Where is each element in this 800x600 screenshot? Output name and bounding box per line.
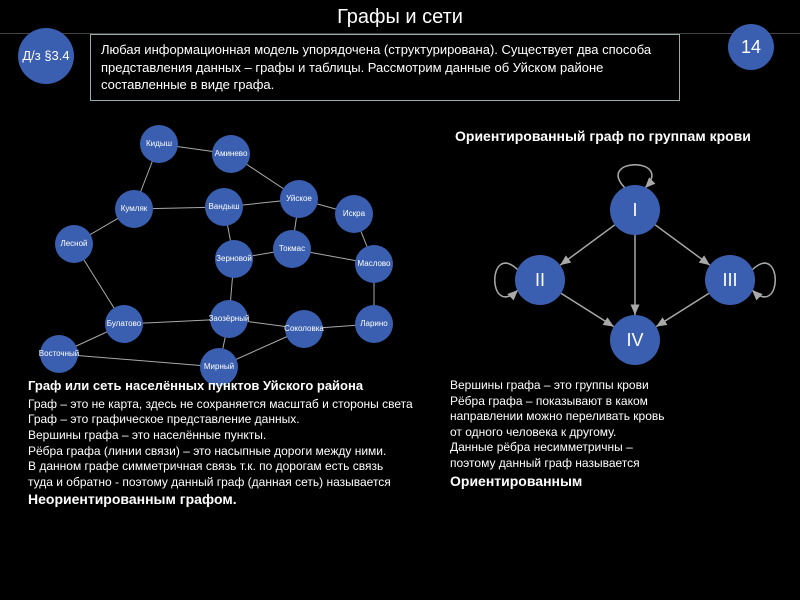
settlement-node: Аминево bbox=[212, 135, 250, 173]
left-heading: Граф или сеть населённых пунктов Уйского… bbox=[28, 378, 438, 395]
settlement-graph: Кидыш Аминево Кумляк Вандыш Уйское Искра Лесно… bbox=[10, 110, 430, 370]
right-line: поэтому данный граф называется bbox=[450, 456, 780, 472]
left-line: В данном графе симметричная связь т.к. п… bbox=[28, 459, 438, 475]
settlement-node: Уйское bbox=[280, 180, 318, 218]
settlement-node: Лесной bbox=[55, 225, 93, 263]
blood-node: III bbox=[705, 255, 755, 305]
left-line: Рёбра графа (линии связи) – это насыпные… bbox=[28, 444, 438, 460]
right-line: Вершины графа – это группы крови bbox=[450, 378, 780, 394]
settlement-node: Зерновой bbox=[215, 240, 253, 278]
right-line: направлении можно переливать кровь bbox=[450, 409, 780, 425]
left-line: Граф – это не карта, здесь не сохраняетс… bbox=[28, 397, 438, 413]
blood-graph-title: Ориентированный граф по группам крови bbox=[455, 128, 775, 144]
left-bold: Неориентированным графом. bbox=[28, 490, 438, 508]
left-line: туда и обратно - поэтому данный граф (да… bbox=[28, 475, 438, 491]
settlement-node: Соколовка bbox=[285, 310, 323, 348]
right-bold: Ориентированным bbox=[450, 472, 780, 490]
right-line: Рёбра графа – показывают в каком bbox=[450, 394, 780, 410]
settlement-node: Булатово bbox=[105, 305, 143, 343]
blood-node: IV bbox=[610, 315, 660, 365]
blood-node: II bbox=[515, 255, 565, 305]
left-line: Вершины графа – это населённые пункты. bbox=[28, 428, 438, 444]
homework-badge: Д/з §3.4 bbox=[18, 28, 74, 84]
page-title: Графы и сети bbox=[0, 0, 800, 34]
settlement-node: Восточный bbox=[40, 335, 78, 373]
settlement-node: Кидыш bbox=[140, 125, 178, 163]
settlement-node: Кумляк bbox=[115, 190, 153, 228]
left-explanation: Граф или сеть населённых пунктов Уйского… bbox=[28, 378, 438, 509]
settlement-node: Искра bbox=[335, 195, 373, 233]
settlement-node: Заозёрный bbox=[210, 300, 248, 338]
settlement-node: Ларино bbox=[355, 305, 393, 343]
settlement-node: Токмас bbox=[273, 230, 311, 268]
settlement-node: Маслово bbox=[355, 245, 393, 283]
blood-node: I bbox=[610, 185, 660, 235]
right-line: от одного человека к другому. bbox=[450, 425, 780, 441]
right-explanation: Вершины графа – это группы кровиРёбра гр… bbox=[450, 378, 780, 490]
right-line: Данные рёбра несимметричны – bbox=[450, 440, 780, 456]
slide-number-badge: 14 bbox=[728, 24, 774, 70]
left-line: Граф – это графическое представление дан… bbox=[28, 412, 438, 428]
intro-text: Любая информационная модель упорядочена … bbox=[90, 34, 680, 101]
settlement-node: Вандыш bbox=[205, 188, 243, 226]
blood-graph: IIIIIIIV bbox=[460, 150, 780, 360]
